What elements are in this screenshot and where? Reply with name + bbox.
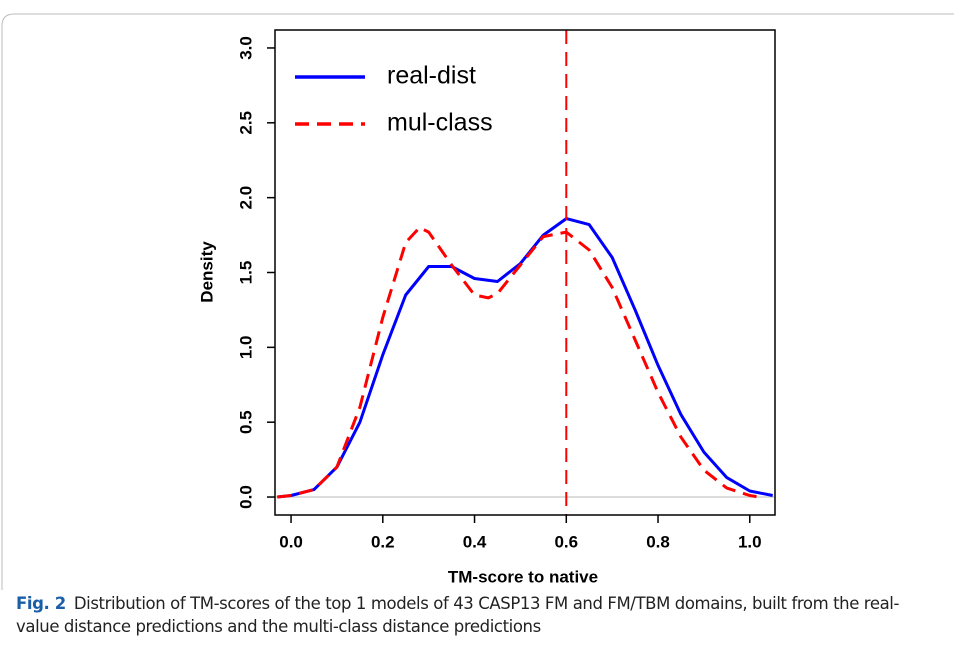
x-axis-label: TM-score to native <box>448 567 598 586</box>
x-tick-label: 0.8 <box>646 532 670 551</box>
x-tick-label: 0.4 <box>463 532 487 551</box>
chart: TM-score to native Density 0.0 0.2 0.4 0.6 0… <box>1 13 954 590</box>
frame <box>1 13 954 590</box>
density-line <box>277 217 773 499</box>
legend-label: mul-class <box>387 109 493 137</box>
caption: Fig. 2 Distribution of TM-scores of the t… <box>16 592 941 638</box>
y-tick-label: 0.0 <box>236 485 255 509</box>
y-tick-label: 1.0 <box>236 336 255 360</box>
x-tick-label: 1.0 <box>738 532 762 551</box>
y-tick-label: 0.5 <box>236 410 255 434</box>
density-line <box>277 226 760 499</box>
plot-frame <box>274 29 776 516</box>
legend-label: real-dist <box>387 62 476 90</box>
y-tick-label: 2.0 <box>236 186 255 210</box>
caption-label: Fig. 2 <box>16 594 66 613</box>
y-tick-label: 1.5 <box>236 261 255 285</box>
y-axis-label: Density <box>197 241 216 303</box>
x-tick-label: 0.0 <box>279 532 303 551</box>
y-tick-label: 3.0 <box>236 36 255 60</box>
y-tick-label: 2.5 <box>236 111 255 135</box>
x-tick-label: 0.2 <box>371 532 395 551</box>
caption-text: Distribution of TM-scores of the top 1 m… <box>16 594 900 636</box>
x-tick-label: 0.6 <box>554 532 578 551</box>
